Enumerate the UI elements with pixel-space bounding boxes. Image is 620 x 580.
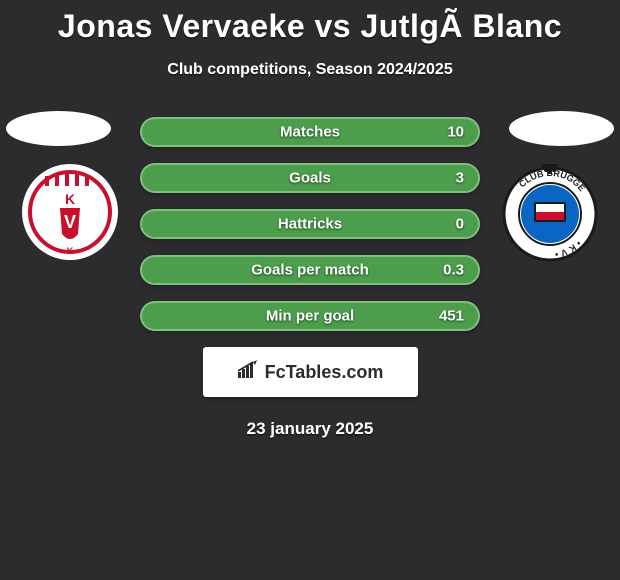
kortrijk-icon: K V K bbox=[20, 162, 120, 262]
stat-label: Goals per match bbox=[251, 262, 369, 279]
stat-label: Goals bbox=[289, 170, 331, 187]
stat-right-value: 0.3 bbox=[443, 262, 464, 279]
snapshot-date: 23 january 2025 bbox=[10, 419, 610, 439]
stat-label: Min per goal bbox=[266, 308, 354, 325]
stat-row-hattricks: Hattricks 0 bbox=[140, 209, 480, 239]
stat-row-min-per-goal: Min per goal 451 bbox=[140, 301, 480, 331]
stat-right-value: 0 bbox=[456, 216, 464, 233]
stat-right-value: 10 bbox=[447, 124, 464, 141]
stat-right-value: 451 bbox=[439, 308, 464, 325]
club-left-badge: K V K bbox=[20, 162, 120, 262]
stat-bars: Matches 10 Goals 3 Hattricks 0 Goals per… bbox=[140, 117, 480, 331]
svg-text:K: K bbox=[67, 246, 74, 256]
club-right-badge: CLUB BRUGGE • K V • bbox=[500, 162, 600, 262]
stat-label: Hattricks bbox=[278, 216, 342, 233]
bar-chart-icon bbox=[237, 360, 259, 385]
branding-badge: FcTables.com bbox=[203, 347, 418, 397]
svg-text:V: V bbox=[64, 212, 76, 232]
page-subtitle: Club competitions, Season 2024/2025 bbox=[0, 61, 620, 79]
comparison-panel: K V K CLUB BRUGGE • K V • bbox=[0, 117, 620, 439]
player-right-avatar-placeholder bbox=[509, 111, 614, 146]
stat-row-goals: Goals 3 bbox=[140, 163, 480, 193]
stat-row-goals-per-match: Goals per match 0.3 bbox=[140, 255, 480, 285]
branding-text: FcTables.com bbox=[265, 362, 384, 383]
stat-right-value: 3 bbox=[456, 170, 464, 187]
stat-label: Matches bbox=[280, 124, 340, 141]
svg-text:K: K bbox=[65, 191, 75, 207]
player-left-avatar-placeholder bbox=[6, 111, 111, 146]
stat-row-matches: Matches 10 bbox=[140, 117, 480, 147]
brugge-icon: CLUB BRUGGE • K V • bbox=[500, 162, 600, 262]
page-title: Jonas Vervaeke vs JutlgÃ Blanc bbox=[0, 0, 620, 45]
